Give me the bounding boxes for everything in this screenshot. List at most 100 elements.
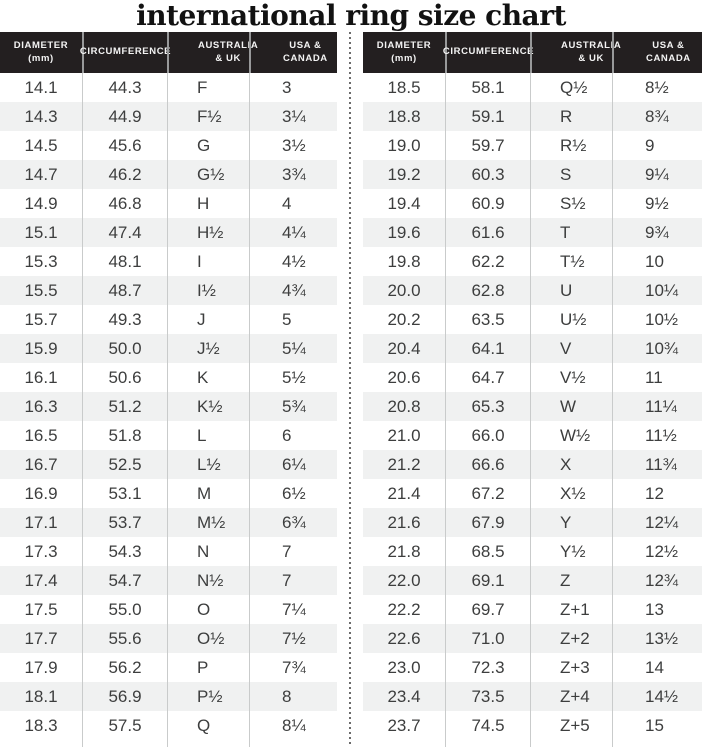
australia-uk-cell: Q: [167, 711, 249, 740]
australia-uk-cell: K: [167, 363, 249, 392]
spacer-cell: [363, 740, 445, 747]
australia-uk-cell: V½: [530, 363, 612, 392]
circumference-cell: 48.7: [82, 276, 167, 305]
circumference-cell: 53.1: [82, 479, 167, 508]
table-row: 22.2 69.7 Z+1 13: [363, 595, 702, 624]
australia-uk-cell: I½: [167, 276, 249, 305]
table-row: 16.9 53.1 M 6½: [0, 479, 337, 508]
table-row: 17.9 56.2 P 7¾: [0, 653, 337, 682]
column-header-australia-uk: AUSTRALIA & UK: [167, 32, 258, 73]
australia-uk-cell: I: [167, 247, 249, 276]
australia-uk-cell: Z+2: [530, 624, 612, 653]
table-row: 19.2 60.3 S 9¼: [363, 160, 702, 189]
circumference-cell: 63.5: [445, 305, 530, 334]
usa-canada-cell: 5¾: [249, 392, 337, 421]
diameter-cell: 19.6: [387, 222, 421, 242]
circumference-cell: 51.8: [82, 421, 167, 450]
australia-uk-cell: G: [167, 131, 249, 160]
usa-canada-cell: 3: [249, 73, 337, 102]
usa-canada-cell: 3½: [249, 131, 337, 160]
usa-canada-cell: 14: [612, 653, 702, 682]
table-row: 17.4 54.7 N½ 7: [0, 566, 337, 595]
diameter-cell: 15.7: [24, 309, 58, 329]
dotted-divider: [337, 32, 363, 747]
australia-uk-cell: X: [530, 450, 612, 479]
table-row: 19.8 62.2 T½ 10: [363, 247, 702, 276]
diameter-cell: 18.1: [24, 686, 58, 706]
diameter-cell: 20.0: [387, 280, 421, 300]
australia-uk-cell: O: [167, 595, 249, 624]
diameter-cell: 22.0: [387, 570, 421, 590]
table-row: 18.1 56.9 P½ 8: [0, 682, 337, 711]
circumference-cell: 55.6: [82, 624, 167, 653]
spacer-cell: [82, 740, 167, 747]
column-header-usa-canada: USA & CANADA: [249, 32, 337, 73]
circumference-cell: 55.0: [82, 595, 167, 624]
table-row: 21.2 66.6 X 11¾: [363, 450, 702, 479]
diameter-cell: 17.7: [24, 628, 58, 648]
circumference-cell: 60.3: [445, 160, 530, 189]
australia-uk-cell: N: [167, 537, 249, 566]
usa-canada-cell: 5: [249, 305, 337, 334]
australia-uk-cell: J: [167, 305, 249, 334]
table-bottom-spacer: [0, 740, 337, 747]
circumference-cell: 52.5: [82, 450, 167, 479]
usa-canada-cell: 8: [249, 682, 337, 711]
column-header-australia-uk: AUSTRALIA & UK: [530, 32, 621, 73]
diameter-cell: 22.6: [387, 628, 421, 648]
diameter-cell: 21.8: [387, 541, 421, 561]
table-row: 16.1 50.6 K 5½: [0, 363, 337, 392]
table-row: 14.7 46.2 G½ 3¾: [0, 160, 337, 189]
usa-canada-cell: 6¾: [249, 508, 337, 537]
circumference-cell: 44.9: [82, 102, 167, 131]
diameter-cell: 18.3: [24, 715, 58, 735]
spacer-cell: [612, 740, 702, 747]
australia-uk-cell: F½: [167, 102, 249, 131]
australia-uk-cell: S: [530, 160, 612, 189]
usa-canada-cell: 13: [612, 595, 702, 624]
diameter-cell: 15.9: [24, 338, 58, 358]
table-row: 14.1 44.3 F 3: [0, 73, 337, 102]
australia-uk-cell: U½: [530, 305, 612, 334]
diameter-cell: 20.6: [387, 367, 421, 387]
table-row: 17.1 53.7 M½ 6¾: [0, 508, 337, 537]
table-row: 16.7 52.5 L½ 6¼: [0, 450, 337, 479]
column-header-diameter: DIAMETER (mm): [13, 39, 69, 64]
column-header-usa-canada: USA & CANADA: [612, 32, 702, 73]
diameter-cell: 14.3: [24, 106, 58, 126]
circumference-cell: 62.2: [445, 247, 530, 276]
diameter-cell: 21.2: [387, 454, 421, 474]
usa-canada-cell: 7½: [249, 624, 337, 653]
diameter-cell: 17.4: [24, 570, 58, 590]
ring-size-table-right: DIAMETER (mm) CIRCUMFERENCE AUSTRALIA & …: [363, 32, 702, 747]
circumference-cell: 59.1: [445, 102, 530, 131]
usa-canada-cell: 10¼: [612, 276, 702, 305]
australia-uk-cell: W: [530, 392, 612, 421]
table-row: 14.3 44.9 F½ 3¼: [0, 102, 337, 131]
circumference-cell: 66.0: [445, 421, 530, 450]
circumference-cell: 62.8: [445, 276, 530, 305]
circumference-cell: 57.5: [82, 711, 167, 740]
diameter-cell: 17.9: [24, 657, 58, 677]
usa-canada-cell: 10½: [612, 305, 702, 334]
table-row: 20.2 63.5 U½ 10½: [363, 305, 702, 334]
circumference-cell: 46.2: [82, 160, 167, 189]
diameter-cell: 19.4: [387, 193, 421, 213]
table-row: 16.5 51.8 L 6: [0, 421, 337, 450]
diameter-cell: 14.7: [24, 164, 58, 184]
table-row: 19.0 59.7 R½ 9: [363, 131, 702, 160]
circumference-cell: 64.1: [445, 334, 530, 363]
circumference-cell: 48.1: [82, 247, 167, 276]
australia-uk-cell: X½: [530, 479, 612, 508]
circumference-cell: 69.1: [445, 566, 530, 595]
circumference-cell: 49.3: [82, 305, 167, 334]
australia-uk-cell: V: [530, 334, 612, 363]
australia-uk-cell: S½: [530, 189, 612, 218]
diameter-cell: 20.2: [387, 309, 421, 329]
diameter-cell: 21.0: [387, 425, 421, 445]
diameter-cell: 16.9: [24, 483, 58, 503]
circumference-cell: 69.7: [445, 595, 530, 624]
circumference-cell: 67.2: [445, 479, 530, 508]
circumference-cell: 67.9: [445, 508, 530, 537]
usa-canada-cell: 13½: [612, 624, 702, 653]
